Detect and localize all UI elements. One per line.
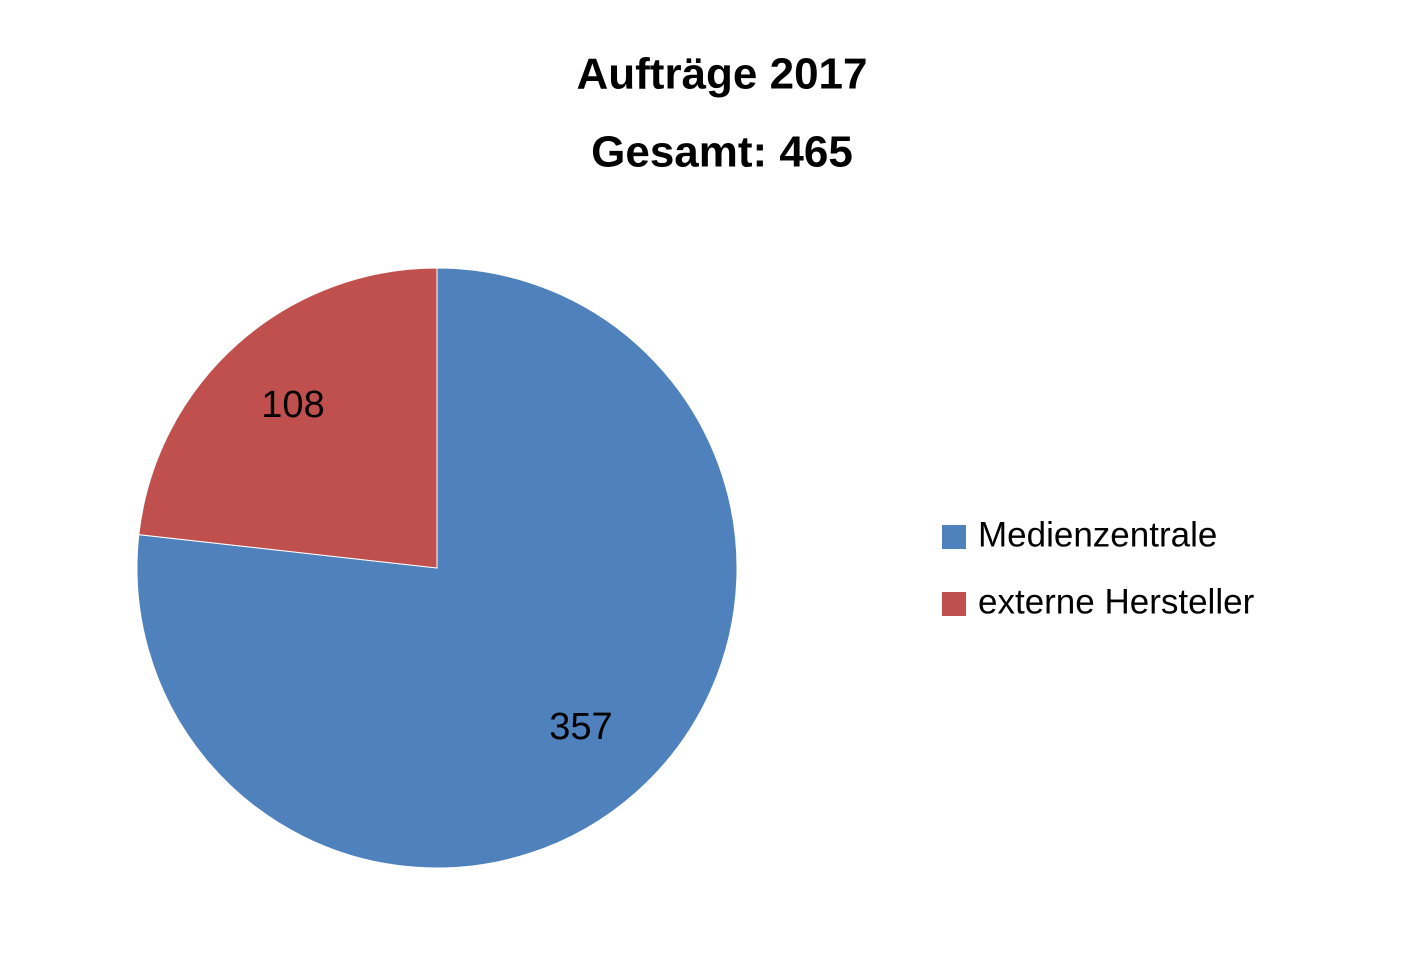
chart-title: Aufträge 2017 — [576, 50, 867, 99]
legend-swatch — [942, 525, 966, 549]
legend-swatch — [942, 592, 966, 616]
data-label: 108 — [261, 384, 324, 426]
legend-label: Medienzentrale — [978, 515, 1217, 554]
legend-label: externe Hersteller — [978, 582, 1255, 621]
chart-subtitle: Gesamt: 465 — [591, 128, 853, 177]
pie-slice — [138, 267, 438, 569]
data-label: 357 — [549, 706, 612, 748]
